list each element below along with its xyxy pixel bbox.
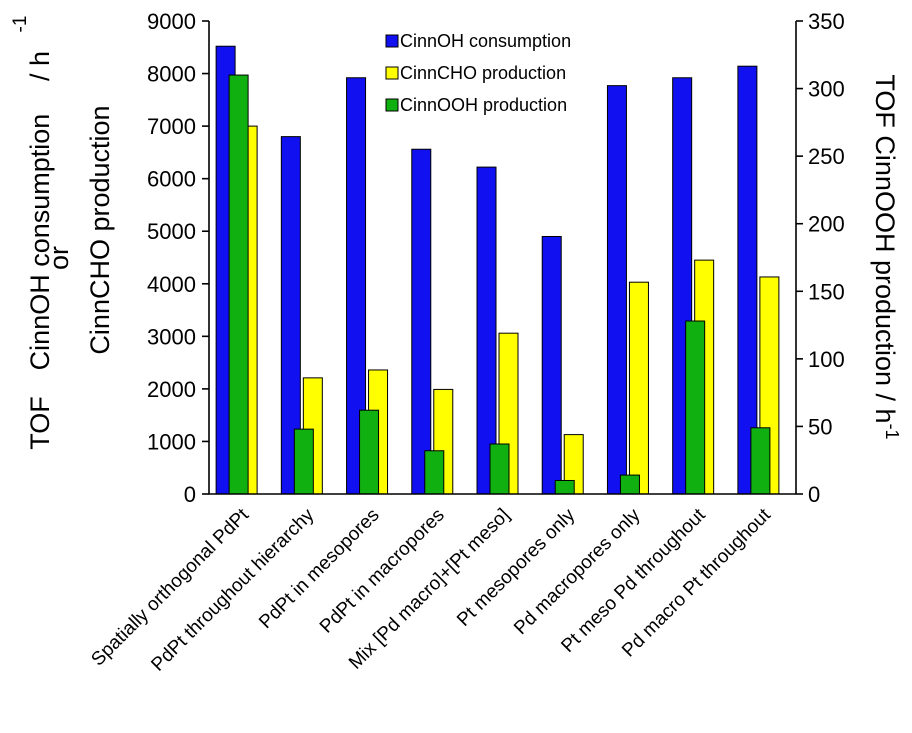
right-tick-label: 50 [808,414,832,439]
bar-cinnoh-consumption [541,235,562,495]
legend-swatch-cinnoh [385,34,399,48]
left-tick-label: 2000 [147,377,196,402]
legend-label-cinnoh: CinnOH consumption [400,31,571,51]
right-tick-label: 350 [808,9,845,34]
legend-label-cinncho: CinnCHO production [400,63,566,83]
bar-cinnoh-consumption [411,148,432,495]
bar-cinnooh-production [293,428,314,495]
left-axis-title-unit-exponent: -1 [10,16,31,33]
right-axis-title-exponent: -1 [882,424,902,440]
left-tick-label: 6000 [147,167,196,192]
left-tick-label: 3000 [147,324,196,349]
left-tick-label: 4000 [147,272,196,297]
left-axis-title-consumption: CinnOH consumption [25,114,55,371]
bar-cinnooh-production [619,474,640,495]
legend-label-cinnooh: CinnOOH production [400,95,567,115]
legend-swatch-cinncho [385,66,399,80]
bar-cinnooh-production [685,320,706,495]
legend-swatch-cinnooh [385,98,399,112]
left-axis-title-production: CinnCHO production [85,105,115,354]
left-tick-label: 5000 [147,219,196,244]
right-tick-label: 100 [808,347,845,372]
left-tick-label: 7000 [147,114,196,139]
left-tick-label: 0 [184,482,196,507]
bar-cinnooh-production [554,479,575,495]
left-axis-title-unit: / h [25,51,55,81]
category-label: PdPt in macropores [316,505,449,638]
bar-cinnooh-production [228,74,249,495]
legend: CinnOH consumption CinnCHO production Ci… [385,31,571,115]
right-tick-label: 0 [808,482,820,507]
right-tick-label: 150 [808,279,845,304]
bar-cinnooh-production [424,450,445,495]
svg-text:TOF CinnOOH production / h-1: TOF CinnOOH production / h-1 [870,74,902,439]
right-tick-label: 300 [808,77,845,102]
right-axis-title-text: TOF CinnOOH production / h [870,74,900,423]
left-tick-label: 9000 [147,9,196,34]
left-tick-label: 8000 [147,62,196,87]
legend-item-cinnoh: CinnOH consumption [385,31,571,51]
left-axis-title-tof: TOF [25,396,55,450]
left-axis-title-or: or [44,246,74,270]
category-label: Pd macropores only [510,504,645,639]
legend-item-cinnooh: CinnOOH production [385,95,567,115]
bar-cinnooh-production [750,427,771,495]
left-axis-ticks: 0 1000 2000 3000 4000 5000 6000 7000 8000 9000 [147,9,209,507]
right-axis-title: TOF CinnOOH production / h-1 [870,74,902,439]
right-axis-ticks: 0 50 100 150 200 250 300 350 [796,9,845,507]
bar-cinnooh-production [359,409,380,495]
bar-cinnoh-consumption [606,85,627,495]
right-tick-label: 200 [808,212,845,237]
bar-cinnooh-production [489,443,510,495]
left-axis-title: TOF CinnOH consumption or CinnCHO produc… [10,16,115,450]
bars [215,45,780,495]
left-tick-label: 1000 [147,429,196,454]
legend-item-cinncho: CinnCHO production [385,63,566,83]
right-tick-label: 250 [808,144,845,169]
bar-cinncho-production [628,281,649,495]
category-label: PdPt in mesopores [255,505,383,633]
category-label: Pt mesopores only [453,504,579,630]
